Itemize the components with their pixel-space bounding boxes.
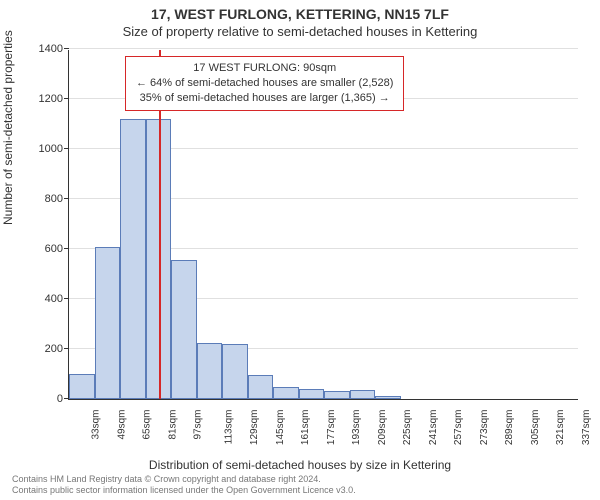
histogram-bar xyxy=(350,390,376,399)
chart-title-sub: Size of property relative to semi-detach… xyxy=(0,22,600,39)
histogram-bar xyxy=(95,247,121,400)
xtick-label: 225sqm xyxy=(400,410,413,446)
ytick-label: 800 xyxy=(45,193,69,205)
ytick-label: 400 xyxy=(45,293,69,305)
histogram-bar xyxy=(222,344,248,399)
ytick-label: 0 xyxy=(57,393,69,405)
histogram-bar xyxy=(273,387,299,400)
info-box-line: 17 WEST FURLONG: 90sqm xyxy=(136,61,393,76)
xtick-label: 65sqm xyxy=(140,410,153,440)
histogram-bar xyxy=(197,343,223,399)
xtick-label: 161sqm xyxy=(298,410,311,446)
xtick-label: 209sqm xyxy=(375,410,388,446)
xtick-label: 289sqm xyxy=(502,410,515,446)
histogram-bar xyxy=(324,391,350,399)
xtick-label: 113sqm xyxy=(221,410,234,445)
xtick-label: 321sqm xyxy=(553,410,566,446)
histogram-bar xyxy=(120,119,146,399)
histogram-bar xyxy=(299,389,325,400)
xtick-label: 129sqm xyxy=(247,410,260,446)
histogram-bar xyxy=(171,260,197,399)
histogram-bar xyxy=(69,374,95,399)
ytick-label: 1200 xyxy=(39,93,69,105)
histogram-bar xyxy=(248,375,274,399)
footer-attribution: Contains HM Land Registry data © Crown c… xyxy=(12,474,356,497)
xtick-label: 97sqm xyxy=(191,410,204,440)
xtick-label: 49sqm xyxy=(114,410,127,440)
xtick-label: 193sqm xyxy=(349,410,362,446)
ytick-label: 1400 xyxy=(39,43,69,55)
xtick-label: 273sqm xyxy=(477,410,490,446)
ytick-label: 1000 xyxy=(39,143,69,155)
xtick-label: 81sqm xyxy=(165,410,178,440)
xtick-label: 145sqm xyxy=(273,410,286,446)
xtick-label: 33sqm xyxy=(89,410,102,440)
xtick-label: 305sqm xyxy=(528,410,541,446)
xtick-label: 177sqm xyxy=(324,410,337,446)
property-info-box: 17 WEST FURLONG: 90sqm← 64% of semi-deta… xyxy=(125,56,404,111)
plot-area: 020040060080010001200140033sqm49sqm65sqm… xyxy=(68,50,578,400)
ytick-label: 200 xyxy=(45,343,69,355)
xtick-label: 337sqm xyxy=(579,410,592,446)
info-box-line: 35% of semi-detached houses are larger (… xyxy=(136,91,393,106)
chart-title-main: 17, WEST FURLONG, KETTERING, NN15 7LF xyxy=(0,0,600,22)
gridline xyxy=(69,48,578,49)
xtick-label: 257sqm xyxy=(451,410,464,446)
info-box-line: ← 64% of semi-detached houses are smalle… xyxy=(136,76,393,91)
y-axis-label: Number of semi-detached properties xyxy=(1,30,15,225)
ytick-label: 600 xyxy=(45,243,69,255)
x-axis-label: Distribution of semi-detached houses by … xyxy=(0,458,600,472)
xtick-label: 241sqm xyxy=(426,410,439,446)
footer-line-2: Contains public sector information licen… xyxy=(12,485,356,496)
footer-line-1: Contains HM Land Registry data © Crown c… xyxy=(12,474,356,485)
chart-container: 17, WEST FURLONG, KETTERING, NN15 7LF Si… xyxy=(0,0,600,500)
histogram-bar xyxy=(375,396,401,399)
